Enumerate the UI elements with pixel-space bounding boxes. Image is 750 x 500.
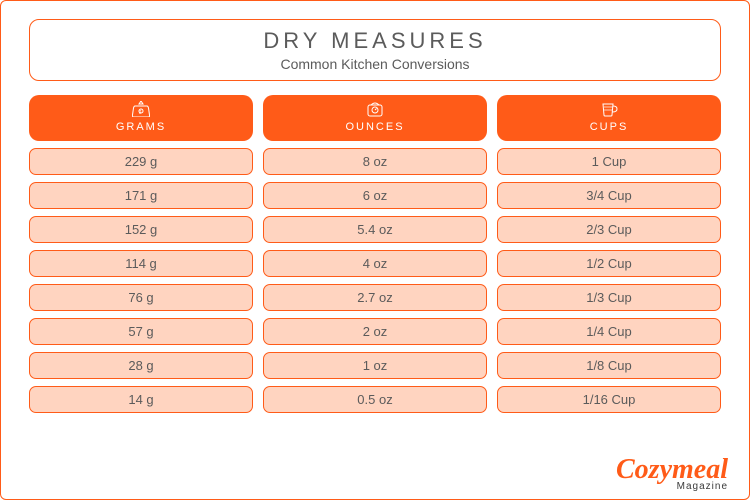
column-label: OUNCES — [345, 121, 404, 133]
conversion-table: g GRAMS OUNCES CUPS 229 g 8 oz 1 Cu — [29, 95, 721, 413]
scale-icon — [366, 101, 384, 117]
column-label: CUPS — [590, 121, 629, 133]
cell-cups: 1 Cup — [497, 148, 721, 175]
header-box: DRY MEASURES Common Kitchen Conversions — [29, 19, 721, 81]
column-label: GRAMS — [116, 121, 166, 133]
cell-grams: 76 g — [29, 284, 253, 311]
conversion-card: DRY MEASURES Common Kitchen Conversions … — [0, 0, 750, 500]
cell-ounces: 2.7 oz — [263, 284, 487, 311]
column-header-cups: CUPS — [497, 95, 721, 141]
cell-cups: 1/8 Cup — [497, 352, 721, 379]
cell-cups: 1/3 Cup — [497, 284, 721, 311]
cell-ounces: 2 oz — [263, 318, 487, 345]
cell-grams: 114 g — [29, 250, 253, 277]
page-title: DRY MEASURES — [30, 28, 720, 54]
weight-icon: g — [132, 101, 150, 117]
cell-cups: 2/3 Cup — [497, 216, 721, 243]
cell-ounces: 4 oz — [263, 250, 487, 277]
cell-grams: 171 g — [29, 182, 253, 209]
cell-ounces: 0.5 oz — [263, 386, 487, 413]
cell-grams: 57 g — [29, 318, 253, 345]
cell-grams: 152 g — [29, 216, 253, 243]
svg-text:g: g — [139, 109, 144, 115]
cup-icon — [600, 101, 618, 117]
column-header-ounces: OUNCES — [263, 95, 487, 141]
cell-cups: 1/16 Cup — [497, 386, 721, 413]
cell-ounces: 1 oz — [263, 352, 487, 379]
cell-grams: 28 g — [29, 352, 253, 379]
cell-cups: 1/2 Cup — [497, 250, 721, 277]
page-subtitle: Common Kitchen Conversions — [30, 56, 720, 72]
column-header-grams: g GRAMS — [29, 95, 253, 141]
cell-grams: 14 g — [29, 386, 253, 413]
cell-cups: 1/4 Cup — [497, 318, 721, 345]
cell-ounces: 8 oz — [263, 148, 487, 175]
brand-logo: Cozymeal Magazine — [616, 456, 728, 492]
cell-ounces: 5.4 oz — [263, 216, 487, 243]
cell-ounces: 6 oz — [263, 182, 487, 209]
cell-cups: 3/4 Cup — [497, 182, 721, 209]
cell-grams: 229 g — [29, 148, 253, 175]
